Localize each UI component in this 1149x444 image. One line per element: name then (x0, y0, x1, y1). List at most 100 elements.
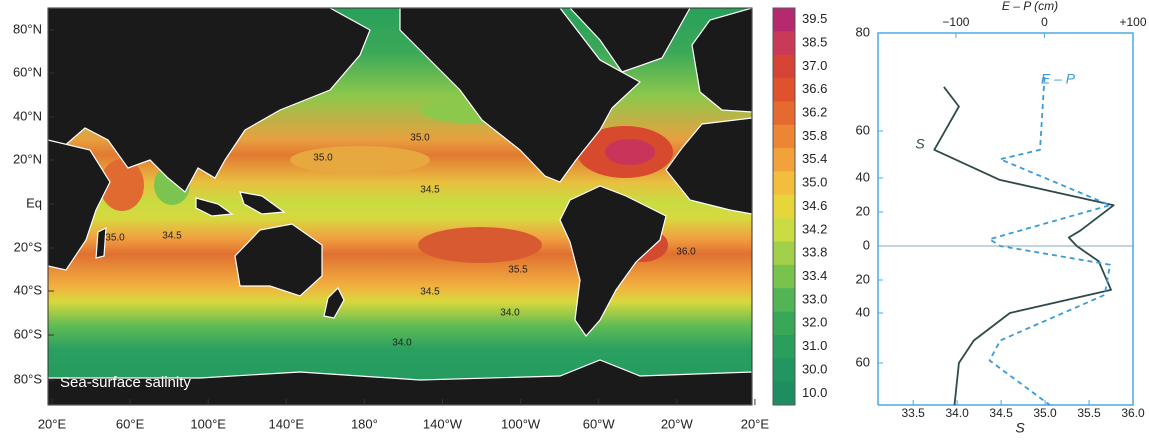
lat-label: 60°S (14, 326, 43, 341)
land (47, 7, 753, 406)
colorbar-swatch (773, 334, 795, 359)
y-tick-label: 40 (856, 304, 870, 319)
map-frame (47, 7, 753, 406)
x2-tick-label: +100 (1119, 15, 1146, 29)
colorbar-label: 38.5 (802, 34, 827, 49)
y-tick-label: 20 (856, 271, 870, 286)
south-america (559, 185, 667, 337)
y-tick-label: 60 (856, 354, 870, 369)
contour-label: 34.5 (420, 287, 440, 298)
colorbar-label: 33.4 (802, 268, 827, 283)
colorbar-swatch (773, 148, 795, 172)
colorbar-swatch (773, 241, 795, 266)
contour-label: 34.5 (420, 185, 440, 196)
x-tick-label: 33.5 (901, 406, 925, 420)
lon-label: 180° (351, 416, 378, 431)
salinity-patch (418, 227, 542, 263)
lat-label: 40°S (14, 282, 43, 297)
islands (195, 197, 234, 217)
colorbar-swatch (773, 264, 795, 289)
colorbar-label: 36.6 (802, 81, 827, 96)
eurasia (47, 7, 371, 193)
colorbar-label: 33.8 (802, 245, 827, 260)
y-tick-label: 80 (856, 24, 870, 39)
lat-label: 60°N (13, 64, 42, 79)
colorbar-swatch (773, 171, 795, 196)
series-line (933, 86, 1115, 406)
colorbar-swatch (773, 288, 795, 313)
colorbar-swatch (773, 358, 795, 383)
colorbar-swatch (773, 381, 795, 406)
colorbar-swatch (773, 124, 795, 149)
series-label: E – P (1041, 71, 1076, 87)
colorbar-label: 33.0 (802, 291, 827, 306)
madagascar (95, 226, 107, 259)
colorbar-label: 34.6 (802, 198, 827, 213)
lon-label: 20°E (38, 416, 67, 431)
lon-label: 20°E (741, 416, 770, 431)
lat-label: 20°S (14, 239, 43, 254)
colorbar-label: 35.4 (802, 151, 827, 166)
colorbar-swatch (773, 8, 795, 32)
colorbar-swatch (773, 78, 795, 102)
islands (239, 191, 286, 215)
contour-label: 34.5 (162, 231, 182, 242)
new-zealand (323, 286, 345, 319)
contour-label: 35.5 (508, 265, 528, 276)
colorbar-swatch (773, 194, 795, 219)
colorbar-label: 35.8 (802, 128, 827, 143)
colorbar-frame (772, 7, 796, 406)
africa-east (47, 139, 111, 271)
x2-tick-label: 0 (1041, 15, 1048, 29)
lat-label: 80°N (13, 21, 42, 36)
colorbar-label: 37.0 (802, 58, 827, 73)
africa-west (665, 117, 753, 215)
map-title: Sea-surface salinity (60, 374, 191, 391)
colorbar-label: 34.2 (802, 221, 827, 236)
north-america (399, 7, 642, 183)
lat-label: 20°N (13, 151, 42, 166)
salinity-patch (605, 139, 655, 165)
series-line (988, 77, 1111, 406)
lon-label: 140°E (269, 416, 305, 431)
y-tick-label: 20 (856, 203, 870, 218)
x2-axis-title: E – P (cm) (1002, 0, 1058, 13)
lon-label: 60°E (116, 416, 145, 431)
x-tick-label: 35.5 (1077, 406, 1101, 420)
lat-label: 80°S (14, 371, 43, 386)
y-tick-label: 0 (863, 237, 870, 252)
x-tick-label: 34.5 (989, 406, 1013, 420)
colorbar-label: 35.0 (802, 175, 827, 190)
lon-label: 100°W (501, 416, 541, 431)
contour-label: 34.0 (500, 308, 520, 319)
colorbar-label: 31.0 (802, 338, 827, 353)
x-tick-label: 35.0 (1033, 406, 1057, 420)
colorbar-label: 32.0 (802, 315, 827, 330)
salinity-map: Sea-surface salinity (47, 7, 753, 406)
lon-label: 60°W (583, 416, 616, 431)
lon-label: 20°W (661, 416, 694, 431)
contour-label: 34.0 (392, 338, 412, 349)
salinity-patch (100, 159, 144, 211)
series-label: S (915, 136, 925, 152)
colorbar-swatch (773, 101, 795, 126)
colorbar-label: 36.2 (802, 105, 827, 120)
y-tick-label: 60 (856, 122, 870, 137)
colorbar-swatch (773, 311, 795, 336)
colorbar-swatch (773, 218, 795, 243)
contour-label: 35.0 (410, 133, 430, 144)
x-tick-label: 36.0 (1121, 406, 1145, 420)
contour-label: 35.0 (105, 233, 125, 244)
x2-tick-label: −100 (942, 15, 969, 29)
x-tick-label: 34.0 (945, 406, 969, 420)
y-tick-label: 40 (856, 169, 870, 184)
colorbar-swatch (773, 54, 795, 79)
salinity-patch (290, 146, 430, 174)
lat-label: Eq (26, 195, 42, 210)
colorbar-label: 39.5 (802, 11, 827, 26)
axis-frame (877, 32, 1134, 406)
lon-label: 100°E (190, 416, 226, 431)
x-axis-title: S (1015, 420, 1025, 436)
